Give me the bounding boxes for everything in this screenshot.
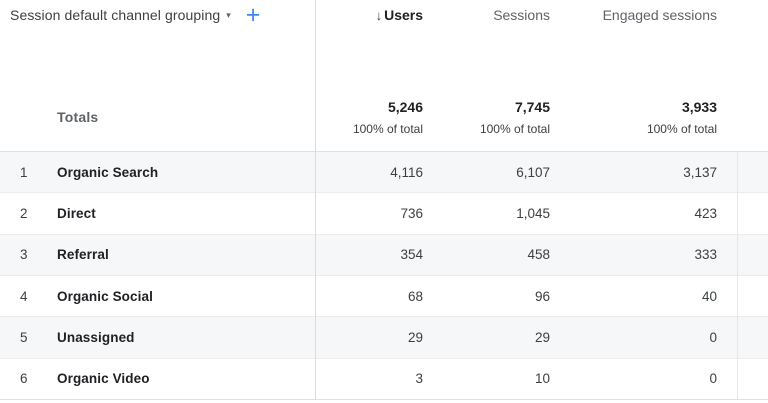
table-row[interactable]: 6 Organic Video 3 10 0 xyxy=(0,359,768,400)
totals-label: Totals xyxy=(57,109,99,125)
row-spacer xyxy=(737,276,768,316)
engaged-sessions-value: 0 xyxy=(709,329,717,345)
totals-row: Totals 5,246 100% of total 7,745 100% of… xyxy=(0,30,768,152)
totals-spacer xyxy=(737,30,768,151)
row-number: 5 xyxy=(20,329,28,345)
totals-sessions-value: 7,745 xyxy=(514,99,550,115)
sessions-value: 96 xyxy=(534,288,550,304)
table-row[interactable]: 2 Direct 736 1,045 423 xyxy=(0,193,768,235)
totals-engaged-cell: 3,933 100% of total xyxy=(570,30,737,151)
column-header-engaged-sessions-label: Engaged sessions xyxy=(602,7,717,23)
dimension-selector-label: Session default channel grouping xyxy=(10,7,221,23)
users-value: 4,116 xyxy=(390,164,423,180)
table-body: 1 Organic Search 4,116 6,107 3,137 2 Dir… xyxy=(0,152,768,400)
row-spacer xyxy=(737,193,768,233)
table-row[interactable]: 1 Organic Search 4,116 6,107 3,137 xyxy=(0,152,768,194)
sessions-value: 29 xyxy=(534,329,550,345)
engaged-sessions-value: 40 xyxy=(701,288,717,304)
plus-icon: + xyxy=(245,1,261,29)
totals-sessions-subtitle: 100% of total xyxy=(479,122,550,136)
row-spacer xyxy=(737,235,768,275)
row-spacer xyxy=(737,152,768,192)
sessions-value: 10 xyxy=(534,371,550,387)
totals-engaged-value: 3,933 xyxy=(681,99,717,115)
chevron-down-icon: ▾ xyxy=(226,9,231,20)
engaged-sessions-value: 0 xyxy=(709,371,717,387)
row-number: 2 xyxy=(20,205,28,221)
add-column-button[interactable]: + xyxy=(244,3,263,28)
table-header-row: Session default channel grouping ▾ + ↓ U… xyxy=(0,0,768,30)
sessions-value: 1,045 xyxy=(516,205,550,221)
sort-descending-icon: ↓ xyxy=(375,7,383,23)
users-value: 354 xyxy=(400,247,423,263)
dimension-metrics-divider xyxy=(315,0,316,400)
row-number: 1 xyxy=(20,164,28,180)
row-number: 3 xyxy=(20,247,28,263)
table-row[interactable]: 3 Referral 354 458 333 xyxy=(0,234,768,276)
column-header-users-label: Users xyxy=(384,7,423,23)
channel-name: Organic Video xyxy=(57,371,150,387)
totals-users-subtitle: 100% of total xyxy=(352,122,423,136)
column-header-sessions[interactable]: Sessions xyxy=(443,0,570,30)
row-spacer xyxy=(737,359,768,399)
channel-name: Referral xyxy=(57,247,109,263)
engaged-sessions-value: 423 xyxy=(694,205,717,221)
table-row[interactable]: 4 Organic Social 68 96 40 xyxy=(0,276,768,318)
dimension-header-cell: Session default channel grouping ▾ + xyxy=(0,0,315,30)
column-edge-divider xyxy=(737,152,738,400)
users-value: 29 xyxy=(407,329,423,345)
row-number: 6 xyxy=(20,371,28,387)
sessions-value: 458 xyxy=(527,247,550,263)
channel-name: Organic Search xyxy=(57,164,159,180)
totals-engaged-subtitle: 100% of total xyxy=(646,122,717,136)
column-header-sessions-label: Sessions xyxy=(493,7,550,23)
column-header-users[interactable]: ↓ Users xyxy=(315,0,443,30)
channel-name: Organic Social xyxy=(57,288,153,304)
table-row[interactable]: 5 Unassigned 29 29 0 xyxy=(0,317,768,359)
totals-sessions-cell: 7,745 100% of total xyxy=(443,30,570,151)
column-header-engaged-sessions[interactable]: Engaged sessions xyxy=(570,0,737,30)
users-value: 736 xyxy=(400,205,423,221)
channel-name: Direct xyxy=(57,205,96,221)
row-number: 4 xyxy=(20,288,28,304)
sessions-value: 6,107 xyxy=(516,164,550,180)
engaged-sessions-value: 3,137 xyxy=(683,164,717,180)
users-value: 3 xyxy=(415,371,423,387)
totals-users-value: 5,246 xyxy=(387,99,423,115)
dimension-selector-dropdown[interactable]: Session default channel grouping ▾ xyxy=(10,7,231,23)
engaged-sessions-value: 333 xyxy=(694,247,717,263)
row-spacer xyxy=(737,317,768,357)
channel-name: Unassigned xyxy=(57,329,135,345)
users-value: 68 xyxy=(407,288,423,304)
totals-users-cell: 5,246 100% of total xyxy=(315,30,443,151)
header-spacer xyxy=(737,0,768,30)
